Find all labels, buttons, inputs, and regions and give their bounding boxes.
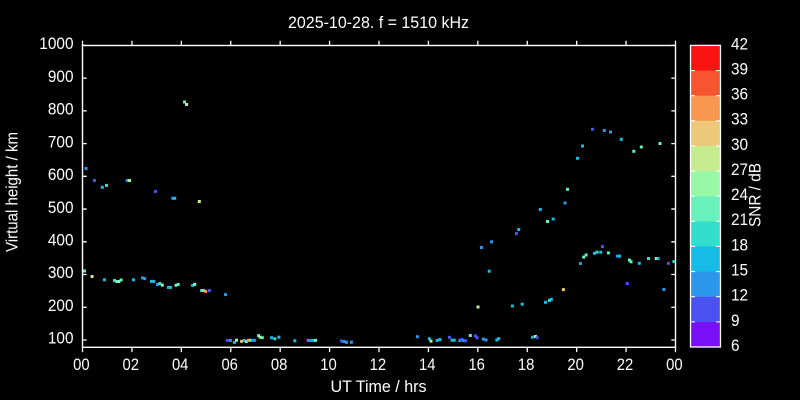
svg-text:500: 500	[48, 198, 74, 217]
svg-text:02: 02	[123, 355, 140, 374]
svg-text:33: 33	[731, 110, 748, 129]
svg-text:700: 700	[48, 132, 74, 151]
svg-text:00: 00	[666, 355, 683, 374]
svg-text:16: 16	[468, 355, 485, 374]
svg-text:15: 15	[731, 261, 748, 280]
svg-text:14: 14	[419, 355, 436, 374]
svg-text:400: 400	[48, 231, 74, 250]
svg-text:SNR / dB: SNR / dB	[746, 163, 765, 227]
svg-text:20: 20	[567, 355, 584, 374]
svg-text:100: 100	[48, 329, 74, 348]
svg-text:24: 24	[731, 185, 748, 204]
svg-text:36: 36	[731, 85, 748, 104]
svg-text:300: 300	[48, 263, 74, 282]
svg-text:21: 21	[731, 210, 748, 229]
svg-text:39: 39	[731, 59, 748, 78]
svg-text:2025-10-28. f = 1510 kHz: 2025-10-28. f = 1510 kHz	[288, 13, 469, 32]
svg-text:6: 6	[731, 336, 740, 355]
svg-text:12: 12	[370, 355, 387, 374]
svg-text:18: 18	[731, 235, 748, 254]
svg-text:Virtual height / km: Virtual height / km	[3, 132, 22, 252]
svg-text:08: 08	[271, 355, 288, 374]
svg-text:18: 18	[518, 355, 535, 374]
svg-text:900: 900	[48, 67, 74, 86]
svg-text:04: 04	[172, 355, 189, 374]
svg-text:27: 27	[731, 160, 748, 179]
svg-text:42: 42	[731, 34, 748, 53]
svg-text:12: 12	[731, 286, 748, 305]
svg-text:10: 10	[320, 355, 337, 374]
svg-text:1000: 1000	[39, 34, 73, 53]
svg-text:00: 00	[73, 355, 90, 374]
svg-text:30: 30	[731, 135, 748, 154]
svg-text:200: 200	[48, 296, 74, 315]
svg-text:9: 9	[731, 311, 740, 330]
svg-text:600: 600	[48, 165, 74, 184]
svg-text:800: 800	[48, 100, 74, 119]
svg-text:UT Time / hrs: UT Time / hrs	[331, 377, 427, 396]
svg-text:06: 06	[221, 355, 238, 374]
svg-text:22: 22	[617, 355, 634, 374]
